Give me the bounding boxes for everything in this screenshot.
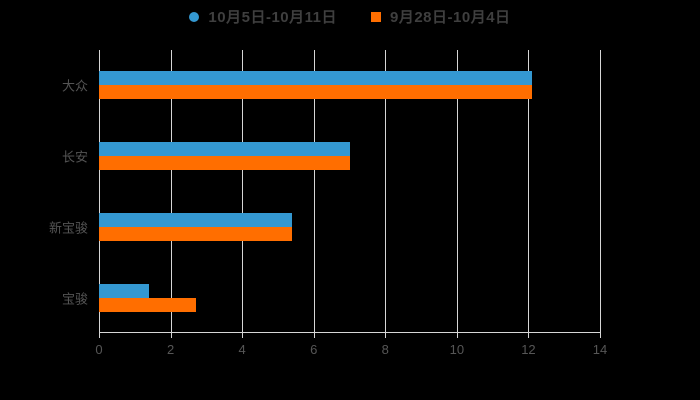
x-axis-tick [313, 333, 315, 338]
bar-series0-cat2 [99, 212, 293, 227]
x-tick-label: 8 [381, 342, 389, 357]
x-tick-label: 2 [166, 342, 175, 357]
x-axis-tick [170, 333, 172, 338]
gridline-x-0 [99, 50, 100, 333]
x-tick-label: 4 [238, 342, 246, 357]
x-axis-tick [385, 333, 387, 338]
legend-item-series-0[interactable]: 10月5日-10月11日 [189, 6, 337, 27]
x-axis-tick [242, 333, 244, 338]
category-label-2: 新宝骏 [48, 220, 88, 236]
bar-series0-cat1 [99, 142, 350, 157]
bar-series0-cat0 [99, 71, 532, 86]
bar-series1-cat1 [99, 156, 350, 171]
gridline-x-8 [385, 50, 387, 333]
bar-series1-cat0 [99, 85, 532, 100]
plot-area: 0 2 4 6 8 10 12 14 大众长安新宝骏宝骏 [49, 50, 607, 357]
x-axis-tick [600, 333, 601, 338]
category-label-0: 大众 [61, 78, 88, 94]
x-tick-label: 6 [310, 342, 318, 357]
category-label-3: 宝骏 [61, 291, 88, 307]
gridline-x-2 [170, 50, 172, 333]
x-tick-label: 0 [95, 342, 103, 357]
x-tick-label: 12 [521, 342, 536, 357]
legend-label: 10月5日-10月11日 [208, 9, 337, 26]
bar-series0-cat3 [99, 283, 150, 298]
x-axis-line [99, 332, 600, 333]
gridline-x-14 [600, 50, 601, 333]
x-tick-label: 14 [592, 342, 608, 357]
gridline-x-4 [242, 50, 244, 333]
legend-marker-square-icon [371, 11, 381, 22]
x-axis-tick [99, 333, 100, 338]
gridline-x-10 [456, 50, 458, 333]
legend-label: 9月28日-10月4日 [390, 9, 511, 26]
legend-item-series-1[interactable]: 9月28日-10月4日 [371, 6, 511, 27]
legend-marker-circle-icon [189, 11, 200, 22]
bar-series1-cat2 [99, 226, 293, 241]
x-tick-label: 10 [449, 342, 465, 357]
category-label-1: 长安 [61, 149, 88, 165]
legend: 10月5日-10月11日 9月28日-10月4日 [0, 6, 700, 27]
gridline-x-12 [528, 50, 530, 333]
x-axis-tick [528, 333, 530, 338]
x-axis-tick [456, 333, 458, 338]
gridline-x-6 [313, 50, 315, 333]
bar-series1-cat3 [99, 297, 196, 312]
